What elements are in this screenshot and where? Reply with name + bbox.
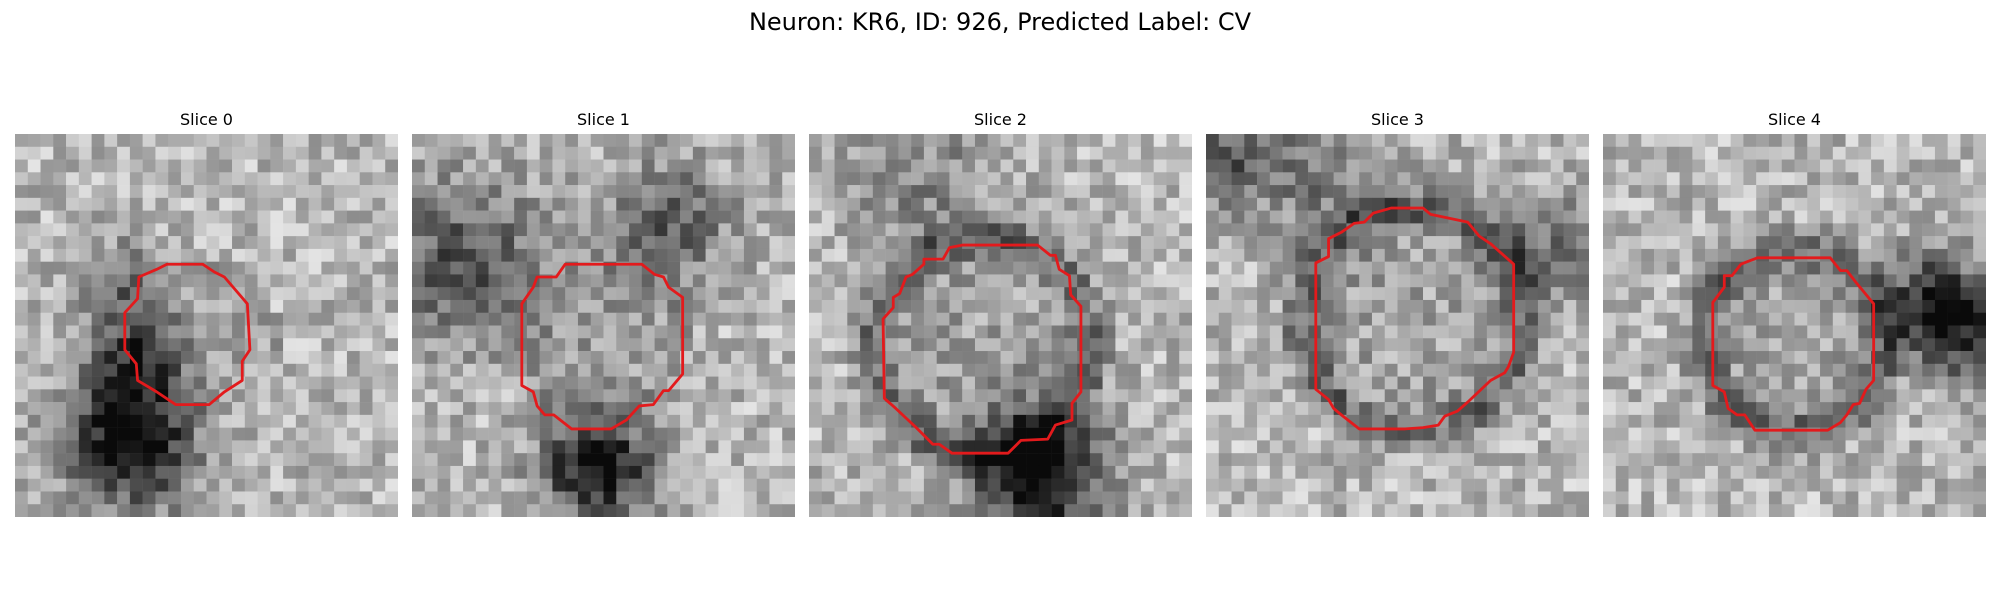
slice-title: Slice 3 [1371, 110, 1424, 129]
slice-title: Slice 1 [577, 110, 630, 129]
slice-image [15, 134, 398, 517]
slice-image [809, 134, 1192, 517]
slice-title: Slice 0 [180, 110, 233, 129]
slice-image [1206, 134, 1589, 517]
slice-title: Slice 2 [974, 110, 1027, 129]
boundary-contour [1314, 206, 1516, 431]
boundary-contour [881, 243, 1083, 455]
slice-title: Slice 4 [1768, 110, 1821, 129]
boundary-contour [1711, 256, 1876, 432]
slice-image [412, 134, 795, 517]
slice-image [1603, 134, 1986, 517]
figure-title: Neuron: KR6, ID: 926, Predicted Label: C… [748, 8, 1252, 36]
boundary-contour [123, 262, 252, 407]
boundary-contour [520, 262, 685, 431]
